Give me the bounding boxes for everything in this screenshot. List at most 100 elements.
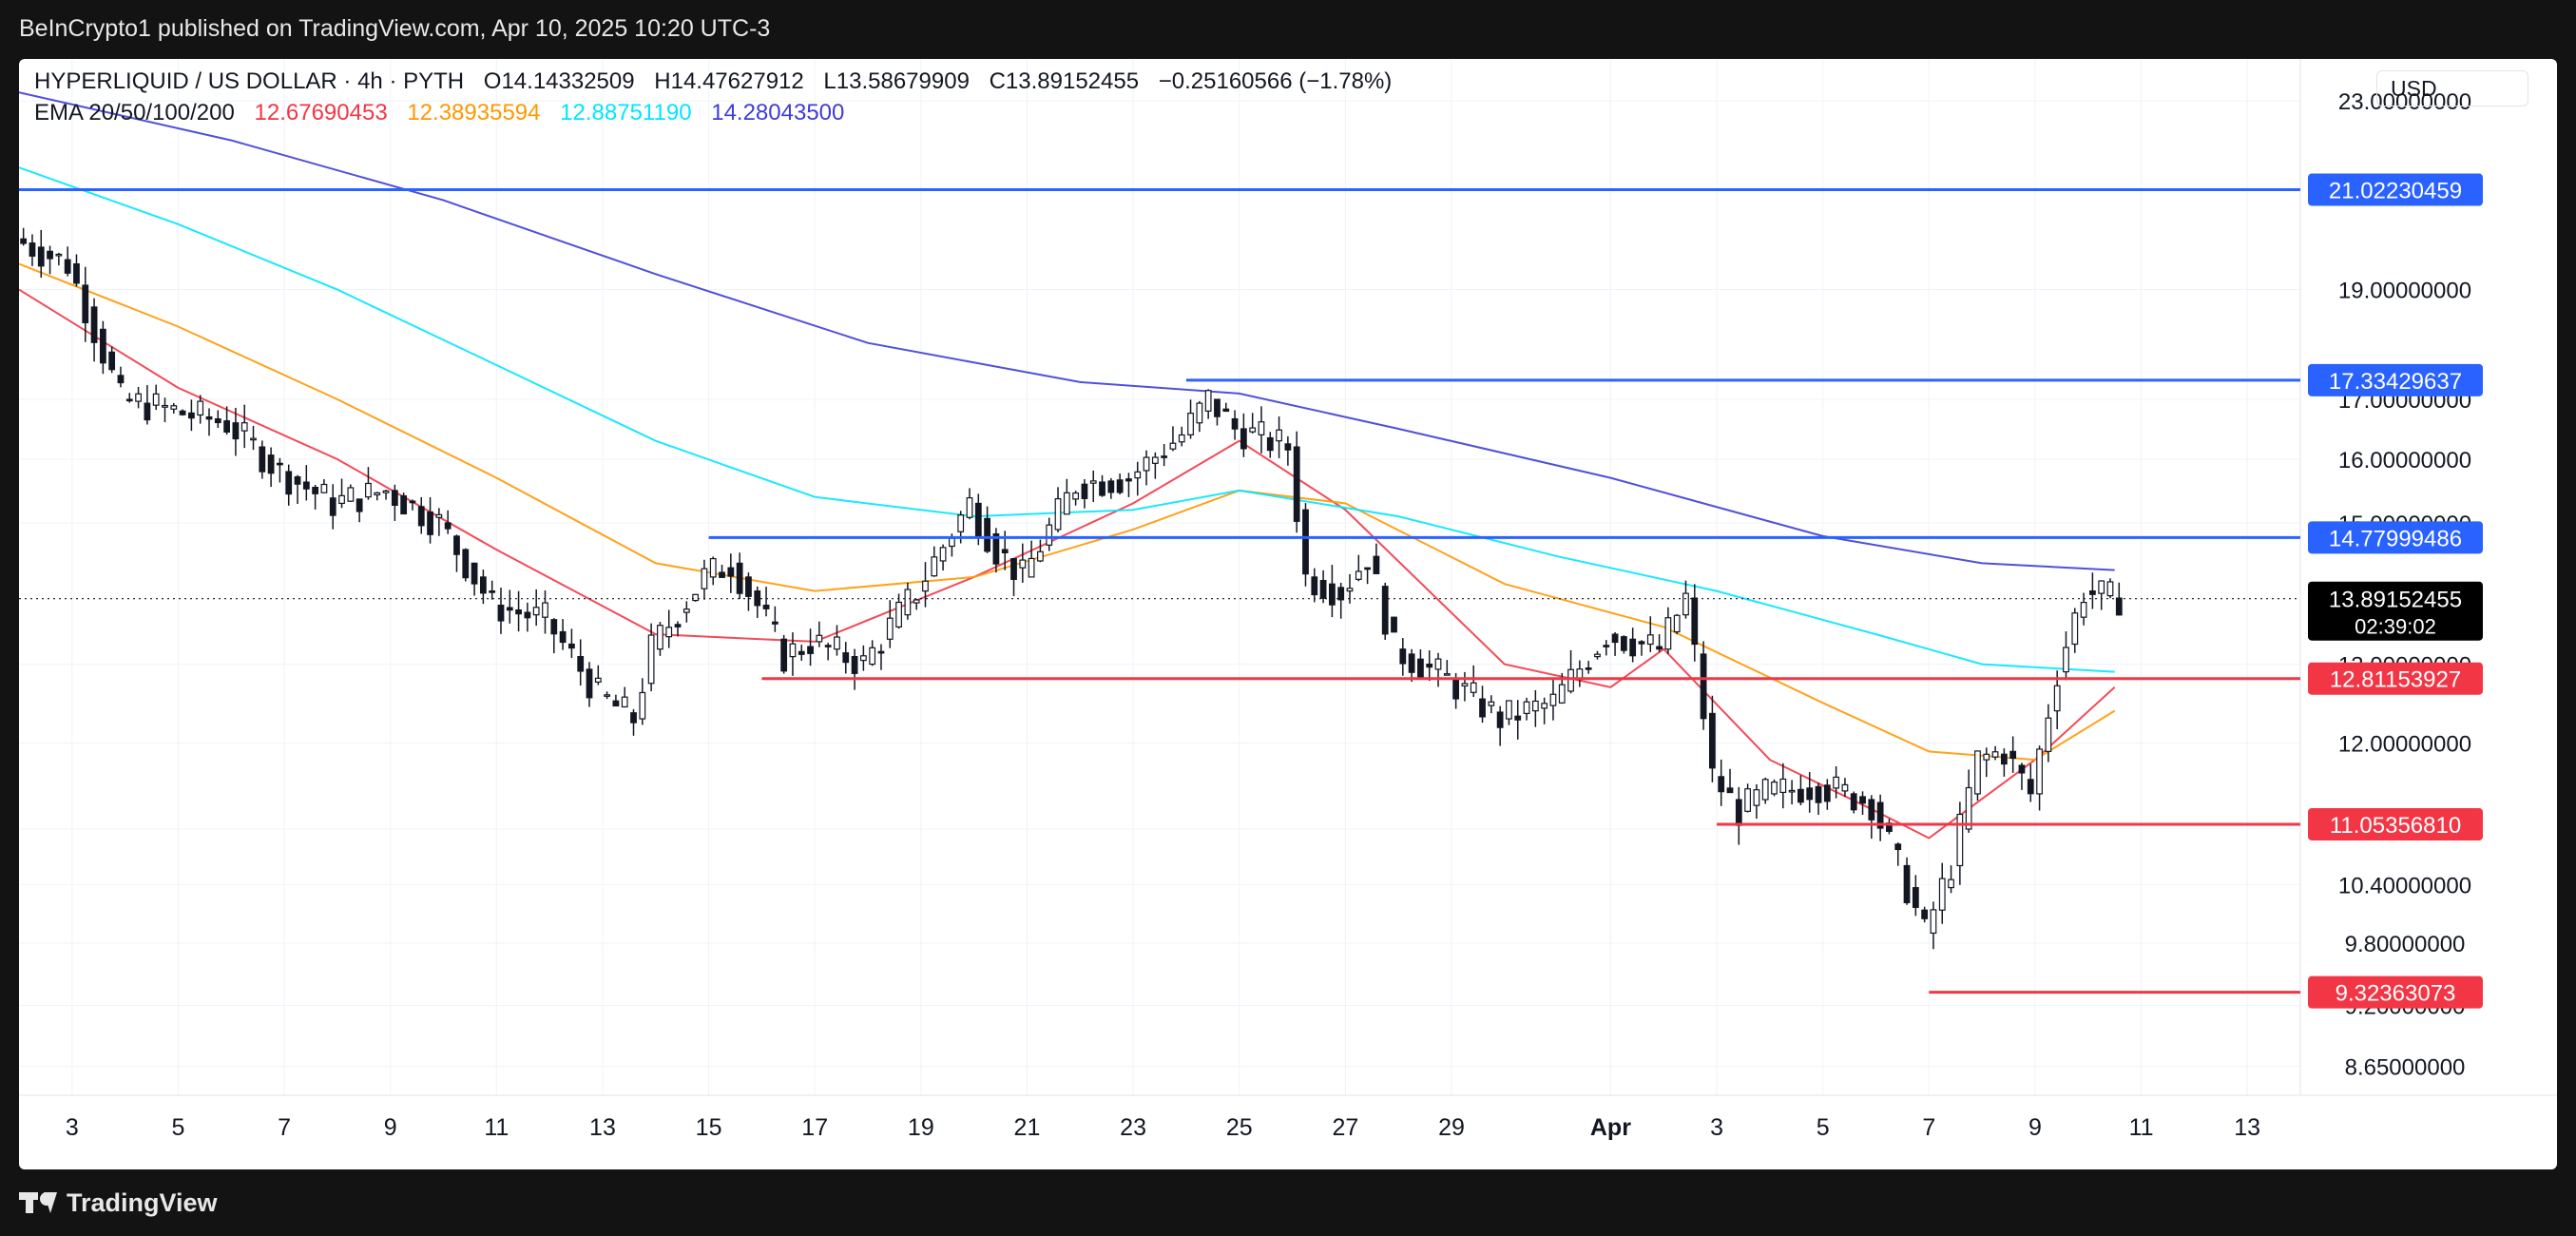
candle-body xyxy=(859,655,867,662)
candle-body xyxy=(1744,788,1751,812)
candle-body xyxy=(1700,653,1707,720)
candle-body xyxy=(1585,666,1592,670)
x-tick-label: 5 xyxy=(1817,1114,1830,1141)
candle-body xyxy=(374,492,381,496)
candle-body xyxy=(214,417,221,424)
close-value: C13.89152455 xyxy=(989,68,1140,94)
candle-body xyxy=(356,498,363,512)
candle-body xyxy=(1558,684,1566,704)
candle-body xyxy=(506,607,513,611)
candle-body xyxy=(277,462,283,466)
candle-body xyxy=(869,647,876,666)
ema-label[interactable]: EMA 20/50/100/200 xyxy=(34,100,235,126)
candle-body xyxy=(1823,784,1831,802)
candle-body xyxy=(435,513,443,518)
candle-body xyxy=(1107,480,1115,493)
candle-body xyxy=(2098,580,2105,594)
x-tick-label: 9 xyxy=(2028,1114,2042,1141)
candle-body xyxy=(1001,549,1009,554)
x-tick-label: 7 xyxy=(278,1114,291,1141)
candle-body xyxy=(240,422,248,432)
candle-body xyxy=(1054,498,1062,531)
candle-body xyxy=(1479,698,1486,718)
candle-body xyxy=(250,437,257,441)
price-chart[interactable]: 23.0000000019.0000000017.0000000016.0000… xyxy=(19,59,2557,1169)
candle-body xyxy=(170,405,178,410)
candle-body xyxy=(586,668,593,699)
candle-body xyxy=(789,643,797,658)
candle-body xyxy=(47,250,53,260)
candle-body xyxy=(1072,492,1080,500)
footer-bar: TradingView xyxy=(0,1169,2576,1236)
candle-body xyxy=(877,650,885,654)
candle-body xyxy=(621,696,628,708)
open-value: O14.14332509 xyxy=(483,68,635,94)
candle-body xyxy=(2080,602,2087,618)
tradingview-logo[interactable]: TradingView xyxy=(19,1187,218,1219)
x-tick-label: 3 xyxy=(66,1114,79,1141)
y-tick-label: 10.40000000 xyxy=(2338,873,2471,898)
candle-body xyxy=(559,630,567,644)
candle-body xyxy=(665,627,673,638)
ema200-value: 14.28043500 xyxy=(711,100,845,126)
candle-body xyxy=(719,571,725,578)
candle-body xyxy=(745,576,752,597)
chart-panel[interactable]: 23.00000000 19.00000000 17.00000000 16.0000… xyxy=(19,59,2557,1169)
candle-body xyxy=(1841,783,1849,792)
candle-body xyxy=(1391,616,1397,633)
candle-body xyxy=(1709,712,1716,769)
y-tick-label: 9.80000000 xyxy=(2345,932,2466,957)
candle-body xyxy=(515,608,522,615)
candle-body xyxy=(82,284,89,324)
x-tick-label: 29 xyxy=(1438,1114,1465,1141)
x-tick-label: 11 xyxy=(2129,1114,2154,1141)
candle-body xyxy=(497,604,505,622)
candle-body xyxy=(1187,413,1194,435)
candle-body xyxy=(1567,668,1574,692)
candle-body xyxy=(320,483,328,493)
candle-body xyxy=(1594,653,1601,658)
support-level-label: 9.32363073 xyxy=(2336,981,2456,1007)
candle-body xyxy=(542,602,548,618)
candle-body xyxy=(489,590,496,593)
candle-body xyxy=(1903,864,1911,903)
candle-body xyxy=(1329,583,1336,606)
candle-body xyxy=(639,691,646,720)
ema-line-3 xyxy=(19,166,2115,673)
candle-body xyxy=(2036,748,2043,795)
candle-body xyxy=(400,494,408,515)
currency-selector[interactable]: USD xyxy=(2376,70,2528,106)
tradingview-logo-icon xyxy=(19,1190,57,1215)
symbol-title[interactable]: HYPERLIQUID / US DOLLAR · 4h · PYTH xyxy=(34,68,465,94)
ohlc-legend: HYPERLIQUID / US DOLLAR · 4h · PYTH O14.… xyxy=(34,68,1405,95)
candle-body xyxy=(1249,427,1257,433)
publish-bar: BeInCrypto1 published on TradingView.com… xyxy=(0,0,2576,59)
candle-body xyxy=(1417,658,1424,680)
candle-body xyxy=(1231,417,1239,430)
x-tick-label: 19 xyxy=(908,1114,934,1141)
candle-body xyxy=(73,262,80,284)
candle-body xyxy=(1434,658,1442,670)
candle-body xyxy=(1983,753,1990,761)
candle-body xyxy=(1293,446,1300,522)
candle-body xyxy=(1496,711,1504,728)
candle-body xyxy=(223,420,230,433)
candle-body xyxy=(754,590,761,607)
candle-body xyxy=(727,567,735,577)
ema20-value: 12.67690453 xyxy=(254,100,388,126)
candle-body xyxy=(1010,557,1017,580)
candle-body xyxy=(338,494,345,505)
y-tick-label: 19.00000000 xyxy=(2338,279,2471,304)
low-value: L13.58679909 xyxy=(823,68,970,94)
candle-body xyxy=(197,400,204,416)
candle-body xyxy=(1656,646,1663,650)
candle-body xyxy=(312,487,319,494)
candle-body xyxy=(1204,390,1212,412)
candle-body xyxy=(1673,614,1681,633)
candle-body xyxy=(2053,685,2061,712)
candle-body xyxy=(816,634,823,643)
x-tick-label: 3 xyxy=(1710,1114,1723,1141)
candle-body xyxy=(1735,799,1742,826)
bar-countdown: 02:39:02 xyxy=(2355,615,2436,639)
candle-body xyxy=(701,568,708,589)
